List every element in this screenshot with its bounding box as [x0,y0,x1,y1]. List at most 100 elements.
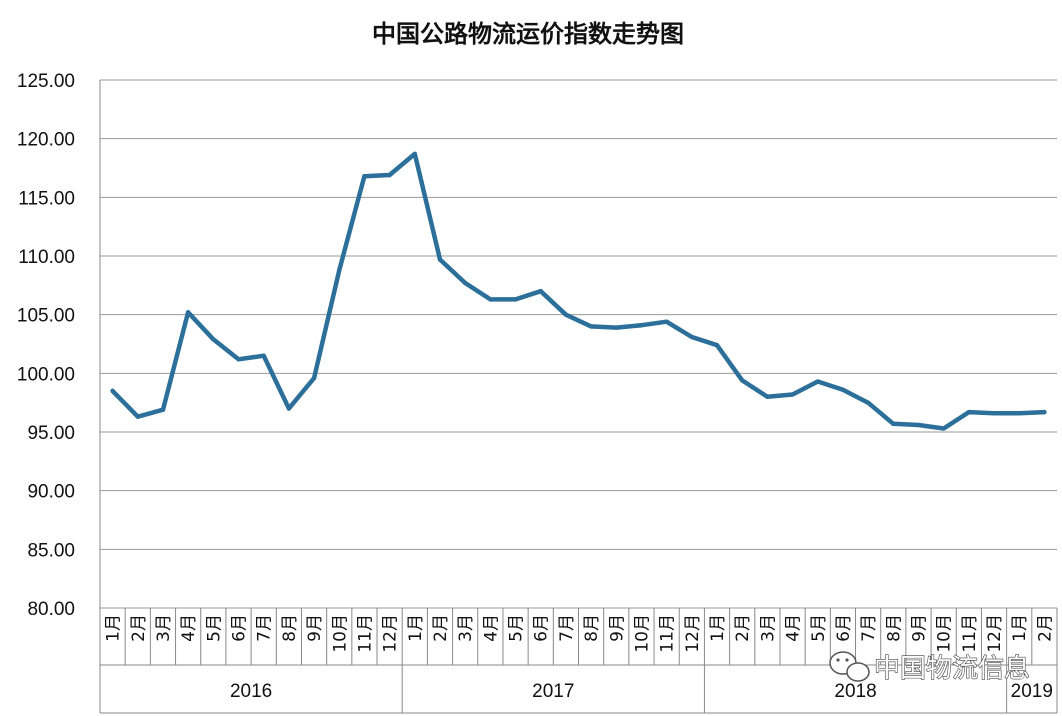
data-point [664,319,669,324]
y-tick-label: 100.00 [17,364,75,385]
month-label: 11月 [658,614,678,653]
month-label: 9月 [305,614,325,642]
data-point [185,310,191,315]
month-label: 12月 [683,614,703,653]
month-label: 1月 [406,614,426,642]
data-point [916,422,921,428]
y-tick-label: 85.00 [27,540,75,561]
data-point [815,379,820,384]
month-label: 11月 [355,614,375,653]
month-label: 6月 [834,614,854,642]
month-label: 5月 [809,614,829,642]
year-label: 2019 [1011,681,1053,702]
data-point [865,400,871,405]
month-label: 7月 [255,614,275,642]
data-point [211,337,216,342]
month-label: 8月 [884,614,904,642]
y-tick-label: 90.00 [27,482,75,503]
month-label: 4月 [481,614,501,642]
month-label: 9月 [909,614,929,642]
data-point [588,324,594,329]
month-label: 10月 [935,614,955,653]
month-label: 6月 [230,614,250,642]
month-label: 1月 [1010,614,1030,642]
month-label: 2月 [733,614,753,642]
watermark-text: 中国物流信息 [874,654,1030,684]
y-tick-label: 115.00 [18,188,75,209]
data-point [362,174,367,179]
data-point [135,414,140,419]
data-point [513,297,518,302]
data-point [412,151,418,157]
data-point [462,280,468,286]
data-point [337,267,342,273]
month-label: 5月 [204,614,224,642]
data-point [941,426,946,431]
data-point [639,323,644,328]
year-label: 2018 [834,681,876,702]
data-point [714,342,720,348]
month-label: 1月 [104,614,124,642]
month-label: 3月 [758,614,778,642]
month-tick-labels: 1月 2月 3月 4月 5月 6月 7月 8月 9月 10月 11月 12月 1月 2月 3月 4月 5月 6月 7… [104,614,1056,653]
month-label: 2月 [431,614,451,642]
category-axis-table [99,80,1058,714]
gridlines [100,79,1057,609]
data-point [1017,411,1022,416]
data-point [488,297,493,302]
month-label: 12月 [985,614,1005,653]
month-label: 10月 [632,614,652,653]
month-label: 2月 [129,614,149,642]
month-label: 1月 [708,614,728,642]
series-line [110,151,1047,431]
watermark: 中国物流信息 [829,651,1031,685]
data-point [286,406,292,411]
month-label: 7月 [557,614,577,642]
data-point [790,392,795,397]
wechat-icon [829,651,870,682]
month-label: 2月 [1035,614,1055,642]
data-point [689,334,695,340]
y-tick-label: 80.00 [27,599,75,620]
y-tick-label: 120.00 [17,130,75,151]
data-point [891,421,896,426]
month-label: 7月 [859,614,879,642]
month-label: 4月 [179,614,199,642]
data-point [311,375,317,381]
data-point [840,387,846,392]
data-point [261,353,266,358]
data-point [563,312,569,317]
month-label: 3月 [154,614,174,642]
month-label: 3月 [456,614,476,642]
year-label: 2016 [230,681,272,702]
year-label: 2017 [532,681,574,702]
y-tick-label: 95.00 [27,423,75,444]
year-tick-labels: 2016 2017 2018 2019 [230,681,1053,702]
data-point [110,388,115,394]
data-point [236,357,241,362]
data-point [538,289,543,294]
data-point [739,378,745,383]
data-point [437,257,443,262]
chart-title: 中国公路物流运价指数走势图 [372,20,684,48]
data-point [765,394,770,399]
month-label: 4月 [784,614,804,642]
y-tick-label: 110.00 [18,247,75,268]
month-label: 8月 [582,614,602,642]
data-point [160,407,166,412]
data-point [387,172,392,178]
y-axis-tick-labels: 80.00 85.00 90.00 95.00 100.00 105.00 110.00 11… [17,71,75,620]
month-label: 6月 [532,614,552,642]
month-label: 12月 [381,614,401,653]
data-point [966,409,972,415]
data-point [1042,409,1047,415]
month-label: 8月 [280,614,300,642]
y-tick-label: 125.00 [17,71,75,92]
month-label: 10月 [330,614,350,653]
month-label: 11月 [960,614,980,653]
month-label: 5月 [507,614,527,642]
data-point [614,325,619,330]
y-tick-label: 105.00 [17,306,75,327]
